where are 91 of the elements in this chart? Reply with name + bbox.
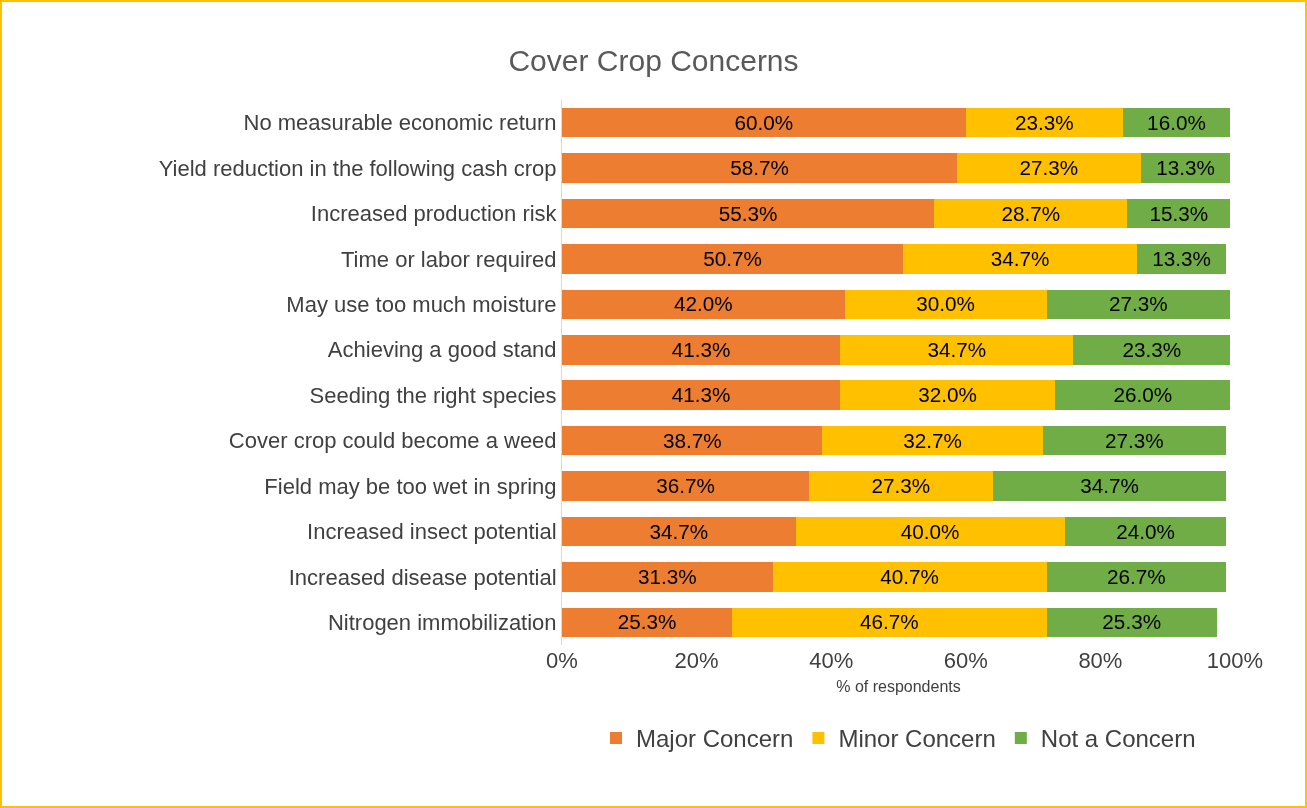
bar: [562, 107, 966, 138]
bar: [839, 335, 1074, 365]
x-tick-label: 60%: [943, 648, 988, 673]
data-label: 41.3%: [671, 337, 731, 361]
x-tick-label: 0%: [546, 648, 578, 673]
data-label: 15.3%: [1149, 201, 1209, 225]
bar: [1046, 562, 1227, 592]
bar: [808, 471, 993, 501]
bar: [992, 471, 1227, 501]
legend-label: Minor Concern: [838, 725, 996, 753]
data-label: 27.3%: [1109, 292, 1168, 316]
bar: [562, 562, 773, 592]
data-label: 36.7%: [656, 474, 715, 498]
data-label: 24.0%: [1116, 519, 1175, 543]
bar: [1064, 516, 1227, 547]
x-tick-label: 80%: [1078, 648, 1123, 673]
bar: [562, 335, 840, 365]
x-tick-label: 20%: [674, 648, 719, 673]
y-tick-label: Nitrogen immobilization: [327, 609, 557, 635]
data-label: 28.7%: [1001, 201, 1061, 225]
data-label: 50.7%: [703, 247, 762, 271]
chart-title: Cover Crop Concerns: [508, 44, 799, 78]
legend-label: Not a Concern: [1040, 725, 1196, 753]
bar: [1073, 335, 1231, 365]
bar: [562, 244, 904, 274]
data-label: 34.7%: [990, 247, 1050, 271]
y-tick-label: Time or labor required: [340, 246, 557, 272]
data-label: 34.7%: [649, 519, 709, 543]
bar: [1046, 289, 1231, 320]
y-tick-label: Achieving a good stand: [327, 337, 557, 363]
data-label: 34.7%: [927, 337, 987, 361]
y-tick-label: Increased insect potential: [307, 519, 557, 545]
data-label: 27.3%: [1019, 156, 1079, 180]
y-tick-label: May use too much moisture: [286, 292, 557, 318]
data-label: 58.7%: [730, 156, 789, 180]
bar: [822, 425, 1043, 456]
bar: [1042, 425, 1227, 456]
data-label: 55.3%: [718, 201, 778, 225]
bar: [1046, 607, 1217, 638]
data-label: 25.3%: [617, 610, 677, 634]
data-label: 42.0%: [673, 292, 733, 316]
data-label: 23.3%: [1014, 110, 1074, 134]
data-label: 26.0%: [1113, 383, 1173, 407]
data-label: 25.3%: [1102, 610, 1162, 634]
bar: [562, 380, 840, 410]
bar: [795, 516, 1065, 547]
bar: [965, 107, 1123, 138]
legend-label: Major Concern: [636, 725, 794, 753]
y-tick-label: No measurable economic return: [243, 110, 557, 136]
data-label: 32.0%: [918, 383, 977, 407]
bar: [562, 471, 809, 501]
data-label: 32.7%: [903, 428, 962, 452]
y-tick-label: Seeding the right species: [309, 382, 557, 408]
bar: [732, 607, 1047, 638]
bar: [957, 153, 1141, 183]
data-label: 38.7%: [662, 428, 722, 452]
data-label: 46.7%: [860, 610, 919, 634]
bar: [562, 153, 958, 183]
bar: [562, 607, 733, 638]
bar: [844, 289, 1047, 320]
bar: [562, 516, 796, 547]
data-label: 16.0%: [1147, 110, 1206, 134]
data-label: 26.7%: [1107, 564, 1166, 588]
bar: [903, 244, 1137, 274]
bar: [839, 380, 1056, 410]
x-axis-title: % of respondents: [836, 677, 961, 695]
y-tick-label: Cover crop could become a weed: [228, 428, 557, 454]
data-label: 34.7%: [1080, 474, 1139, 498]
bar: [772, 562, 1047, 592]
data-label: 40.7%: [880, 564, 939, 588]
bar: [562, 425, 823, 456]
bar: [562, 289, 845, 320]
x-tick-label: 40%: [809, 648, 854, 673]
data-label: 41.3%: [671, 383, 731, 407]
data-label: 27.3%: [1105, 428, 1164, 452]
data-label: 40.0%: [900, 519, 960, 543]
y-tick-label: Yield reduction in the following cash crop: [158, 155, 557, 181]
data-label: 23.3%: [1122, 337, 1182, 361]
bar: [1055, 380, 1231, 410]
y-tick-label: Increased production risk: [310, 201, 558, 227]
data-label: 30.0%: [916, 292, 975, 316]
data-label: 13.3%: [1156, 156, 1215, 180]
y-tick-label: Increased disease potential: [288, 564, 557, 590]
bar: [934, 198, 1128, 229]
bar: [562, 198, 935, 229]
x-tick-label: 100%: [1206, 648, 1264, 673]
data-label: 27.3%: [871, 474, 931, 498]
data-label: 60.0%: [734, 110, 794, 134]
data-label: 31.3%: [637, 564, 697, 588]
y-tick-label: Field may be too wet in spring: [264, 473, 557, 499]
data-label: 13.3%: [1152, 247, 1211, 271]
